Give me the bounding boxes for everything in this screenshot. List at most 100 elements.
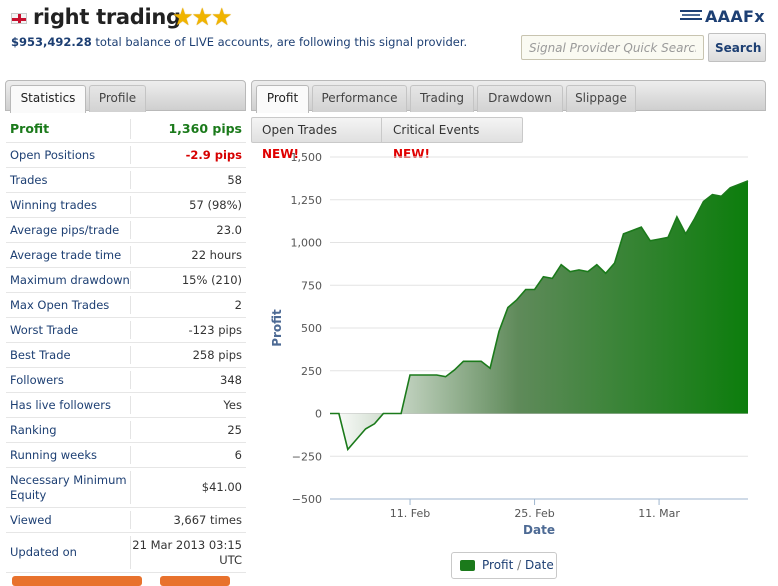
- stat-divider: [130, 371, 131, 389]
- stat-row: Trades 58: [6, 168, 246, 193]
- signal-provider-search-input[interactable]: [521, 35, 704, 60]
- x-tick-label: 11. Feb: [390, 507, 430, 520]
- stat-value: 57 (98%): [189, 198, 242, 212]
- stat-divider: [130, 271, 131, 289]
- stat-label: Running weeks: [10, 448, 97, 462]
- x-axis-title: Date: [523, 523, 555, 537]
- stat-row: Viewed 3,667 times: [6, 508, 246, 533]
- x-tick-label: 25. Feb: [514, 507, 554, 520]
- balance-summary: $953,492.28 total balance of LIVE accoun…: [11, 35, 467, 49]
- y-tick-label: 250: [301, 365, 322, 378]
- stat-row: Max Open Trades 2: [6, 293, 246, 318]
- stat-label: Profit: [10, 121, 50, 136]
- y-tick-label: 0: [315, 408, 322, 421]
- y-tick-label: −250: [292, 450, 322, 463]
- stat-row: Maximum drawdown 15% (210): [6, 268, 246, 293]
- search-button[interactable]: Search: [708, 33, 766, 62]
- stat-row: Has live followers Yes: [6, 393, 246, 418]
- stat-value: 2: [234, 298, 242, 312]
- chart-legend[interactable]: Profit / Date: [451, 552, 557, 579]
- stat-value: 22 hours: [191, 248, 242, 262]
- stat-value: -2.9 pips: [185, 148, 242, 162]
- england-flag-icon: [11, 13, 27, 24]
- subtab-critical-events[interactable]: Critical Events NEW!: [383, 118, 523, 161]
- stat-divider: [130, 296, 131, 314]
- stat-label: Best Trade: [10, 348, 71, 362]
- subtab-open-trades-label: Open Trades: [262, 123, 337, 137]
- profit-area: [330, 180, 748, 450]
- stat-label: Trades: [10, 173, 48, 187]
- stat-divider: [130, 196, 131, 214]
- y-tick-label: 750: [301, 279, 322, 292]
- subtab-critical-events-label: Critical Events: [393, 123, 480, 137]
- stat-row: Worst Trade -123 pips: [6, 318, 246, 343]
- logo-stripes-icon: [680, 10, 702, 24]
- y-tick-label: −500: [292, 493, 322, 506]
- legend-series: Profit: [482, 558, 514, 572]
- tab-drawdown[interactable]: Drawdown: [477, 85, 563, 112]
- stat-value: 23.0: [216, 223, 242, 237]
- tab-trading[interactable]: Trading: [410, 85, 474, 112]
- stat-value: $41.00: [201, 480, 242, 494]
- legend-label: Profit / Date: [482, 558, 554, 572]
- left-panel-tabbar: Statistics Profile: [5, 80, 246, 113]
- statistics-table: Profit 1,360 pips Open Positions -2.9 pips T…: [6, 116, 246, 573]
- stat-row: Best Trade 258 pips: [6, 343, 246, 368]
- stat-row: Necessary Minimum Equity $41.00: [6, 468, 246, 508]
- stat-value: 15% (210): [181, 273, 242, 287]
- stat-value: 21 Mar 2013 03:15 UTC: [132, 538, 242, 567]
- stat-row: Average trade time 22 hours: [6, 243, 246, 268]
- stat-row: Open Positions -2.9 pips: [6, 143, 246, 168]
- stat-divider: [130, 396, 131, 414]
- stat-row: Ranking 25: [6, 418, 246, 443]
- stat-label: Viewed: [10, 513, 52, 527]
- stat-divider: [130, 171, 131, 189]
- y-tick-label: 500: [301, 322, 322, 335]
- stat-value: Yes: [223, 398, 242, 412]
- x-tick-label: 11. Mar: [638, 507, 680, 520]
- stat-value: 25: [227, 423, 242, 437]
- tab-profit[interactable]: Profit: [256, 85, 309, 113]
- stat-label: Average pips/trade: [10, 223, 120, 237]
- stat-label: Max Open Trades: [10, 298, 110, 312]
- stat-divider: [130, 221, 131, 239]
- rating-stars-icon: ★★★: [172, 3, 233, 31]
- legend-axis: Date: [525, 558, 554, 572]
- stat-row: Average pips/trade 23.0: [6, 218, 246, 243]
- stat-divider: [130, 119, 131, 139]
- tab-profile[interactable]: Profile: [89, 85, 146, 112]
- stat-value: 6: [234, 448, 242, 462]
- provider-title: right trading: [33, 5, 181, 29]
- logo-text: AAAFx: [705, 7, 765, 26]
- stat-value: 258 pips: [192, 348, 242, 362]
- stat-value: 3,667 times: [173, 513, 242, 527]
- stat-divider: [130, 146, 131, 164]
- stat-row: Winning trades 57 (98%): [6, 193, 246, 218]
- stat-row: Profit 1,360 pips: [6, 116, 246, 143]
- stat-divider: [130, 511, 131, 529]
- stat-label: Followers: [10, 373, 64, 387]
- stat-label: Worst Trade: [10, 323, 79, 337]
- stat-divider: [130, 536, 131, 569]
- stat-label: Updated on: [10, 545, 77, 559]
- profit-series-line: [330, 180, 749, 452]
- stat-row: Running weeks 6: [6, 443, 246, 468]
- stat-value: 1,360 pips: [168, 121, 242, 136]
- tab-statistics[interactable]: Statistics: [10, 85, 86, 113]
- y-axis-title: Profit: [270, 309, 284, 347]
- stat-label: Necessary Minimum Equity: [10, 473, 127, 502]
- subtab-open-trades[interactable]: Open Trades NEW!: [252, 118, 382, 161]
- stat-label: Open Positions: [10, 148, 96, 162]
- stat-label: Ranking: [10, 423, 57, 437]
- bottom-action-button[interactable]: [160, 576, 230, 586]
- stat-value: 58: [227, 173, 242, 187]
- stat-label: Winning trades: [10, 198, 97, 212]
- bottom-action-button[interactable]: [12, 576, 142, 586]
- stat-divider: [130, 471, 131, 504]
- new-badge: NEW!: [262, 147, 299, 161]
- stat-label: Has live followers: [10, 398, 111, 412]
- y-tick-label: 1,250: [291, 194, 323, 207]
- profit-chart: −500 −250 0 250 500 750 1,000 1,250 1,500 11. Feb…: [270, 151, 749, 537]
- tab-slippage[interactable]: Slippage: [566, 85, 636, 112]
- tab-performance[interactable]: Performance: [312, 85, 407, 112]
